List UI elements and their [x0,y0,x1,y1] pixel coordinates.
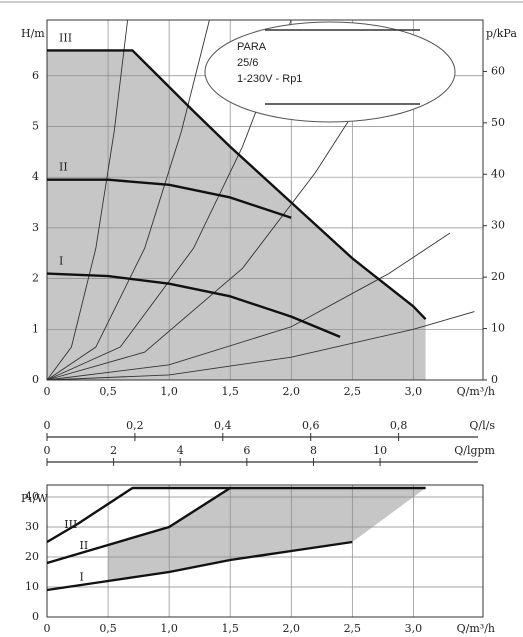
x-tick-label: 3,0 [405,622,423,635]
secondary-tick-label: 0 [44,444,51,457]
y2-tick-label: 0 [491,373,498,386]
x-tick-label: 0 [44,622,51,635]
curve-label: I [59,255,63,268]
y-tick-label: 40 [25,490,39,503]
secondary-tick-label: 6 [243,444,250,457]
pump-curve [46,486,426,544]
secondary-tick-label: 0,4 [214,419,232,432]
pump-label-line: 1-230V - Rp1 [237,73,302,85]
pump-curve [46,540,353,592]
y2-tick-label: 60 [491,64,505,77]
y-tick-label: 3 [32,221,39,234]
x-tick-label: 1,0 [160,385,178,398]
system-curve [46,95,365,381]
y-axis-label: P₁/W [21,492,49,505]
curve-label: II [80,539,89,552]
x-tick-label: 2,0 [283,622,301,635]
x-tick-label: 2,0 [283,385,301,398]
y2-tick-label: 30 [491,219,505,232]
y-tick-label: 4 [32,170,39,183]
operating-area [47,50,426,380]
secondary-tick-label: 2 [110,444,117,457]
y2-axis-label: p/kPa [486,27,517,40]
y-tick-label: 2 [32,272,39,285]
y-tick-label: 6 [32,69,39,82]
x-tick-label: 1,0 [160,622,178,635]
pump-label-line: PARA [237,41,267,53]
plot-frame [46,19,484,381]
x-tick-label: 0,5 [99,622,117,635]
y-tick-label: 10 [25,580,39,593]
x-tick-label: 0,5 [99,385,117,398]
curve-label: III [64,518,77,531]
x-tick-label: 3,0 [405,385,423,398]
curve-label: I [80,571,84,584]
y-tick-label: 1 [32,322,39,335]
pump-curve [46,272,341,339]
x-axis-label: Q/m³/h [457,385,495,398]
x-axis-label: Q/m³/h [457,622,495,635]
secondary-tick-label: 10 [373,444,387,457]
system-curve [46,19,210,381]
y2-tick-label: 20 [491,270,505,283]
x-tick-label: 0 [44,385,51,398]
curve-label: II [59,161,68,174]
x-tick-label: 2,5 [344,622,362,635]
secondary-tick-label: 0,8 [390,419,408,432]
label-ellipse [204,21,456,123]
pump-curve [47,49,427,320]
y-tick-label: 5 [32,119,39,132]
system-curve [46,311,475,381]
x-tick-label: 1,5 [221,385,239,398]
plot-frame [46,484,484,618]
y2-tick-label: 50 [491,116,505,129]
pump-label-line: 25/6 [237,57,258,69]
y-tick-label: 20 [25,550,39,563]
y-tick-label: 30 [25,520,39,533]
secondary-axis-label: Q/l/s [469,419,495,432]
system-curve [46,19,129,381]
operating-area [108,488,426,581]
secondary-tick-label: 0,6 [302,419,320,432]
secondary-tick-label: 0,2 [126,419,144,432]
pump-curve [46,486,231,565]
secondary-tick-label: 4 [177,444,184,457]
y-tick-label: 0 [32,373,39,386]
y-tick-label: 0 [32,610,39,623]
x-tick-label: 1,5 [221,622,239,635]
secondary-axis-label: Q/lgpm [454,444,495,457]
secondary-tick-label: 8 [310,444,317,457]
y2-tick-label: 40 [491,167,505,180]
pump-curve [47,178,292,219]
system-curve [46,232,451,381]
y2-tick-label: 10 [491,322,505,335]
x-tick-label: 2,5 [344,385,362,398]
secondary-tick-label: 0 [44,419,51,432]
curve-label: III [59,31,72,44]
y-axis-label: H/m [21,27,45,40]
